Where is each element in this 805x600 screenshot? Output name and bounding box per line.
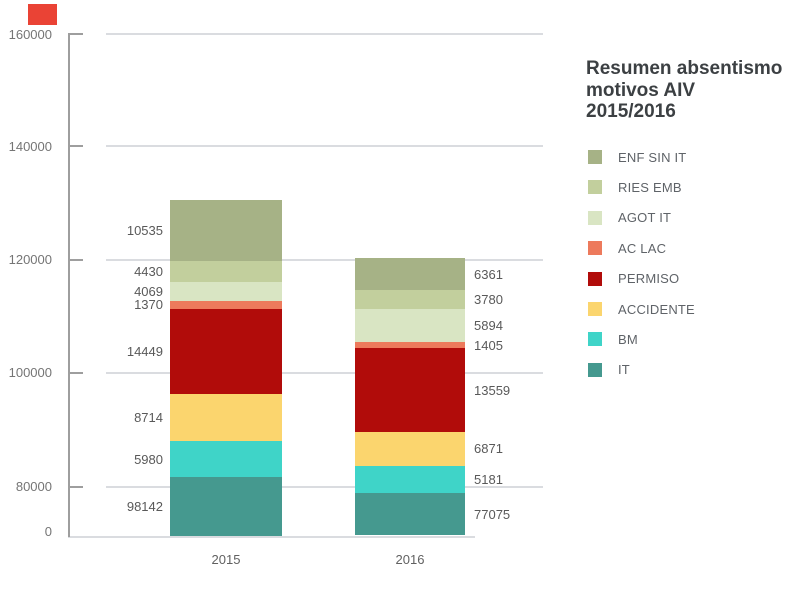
bar-segment-ries-emb-2015[interactable] <box>170 260 282 282</box>
legend-swatch <box>588 302 602 316</box>
legend-item-permiso: PERMISO <box>588 271 679 287</box>
bar-segment-permiso-2016[interactable] <box>355 348 465 432</box>
y-axis-tick <box>68 371 83 374</box>
bar-segment-enf-sin-it-2015[interactable] <box>170 199 282 261</box>
value-label: 10535 <box>126 222 163 238</box>
y-axis-label: 120000 <box>8 252 52 267</box>
legend-swatch <box>588 332 602 347</box>
x-axis-baseline <box>68 535 475 538</box>
legend-swatch <box>588 180 602 195</box>
y-gridline <box>106 33 543 35</box>
legend-label: BM <box>618 331 638 347</box>
value-label: 5894 <box>474 317 503 333</box>
x-axis-label-2016: 2016 <box>395 552 425 567</box>
y-axis-tick <box>68 145 83 147</box>
bar-segment-accidente-2015[interactable] <box>170 394 282 441</box>
chart-title: Resumen absentismo motivos AIV 2015/2016 <box>586 58 801 123</box>
legend-item-ac-lac: AC LAC <box>588 240 666 256</box>
legend-swatch <box>588 271 602 286</box>
legend-item-enf-sin-it: ENF SIN IT <box>588 149 686 165</box>
y-axis-tick <box>68 258 83 261</box>
bar-segment-enf-sin-it-2016[interactable] <box>355 258 465 290</box>
legend-swatch <box>588 150 602 164</box>
legend-swatch <box>588 362 602 377</box>
y-gridline <box>106 145 543 147</box>
y-axis-label: 0 <box>44 523 52 539</box>
value-label: 4430 <box>134 263 163 279</box>
legend-item-it: IT <box>588 362 630 378</box>
value-label: 5980 <box>134 451 163 467</box>
value-label: 6871 <box>474 441 503 457</box>
y-axis-label: 80000 <box>15 479 52 494</box>
value-label: 5181 <box>474 472 503 488</box>
legend-label: RIES EMB <box>618 179 682 195</box>
y-gridline <box>106 371 543 374</box>
y-axis-tick <box>68 485 83 488</box>
chart-title-line1: Resumen absentismo <box>586 58 783 79</box>
y-axis-line <box>68 34 70 537</box>
value-label: 98142 <box>126 498 163 514</box>
bar-segment-agot-it-2015[interactable] <box>170 281 282 301</box>
value-label: 4069 <box>134 283 163 299</box>
y-axis-label: 140000 <box>8 138 52 154</box>
legend-item-ries-emb: RIES EMB <box>588 179 682 195</box>
annotation-box <box>28 4 57 25</box>
chart-title-line3: 2015/2016 <box>586 101 676 122</box>
value-label: 6361 <box>474 266 503 282</box>
value-label: 8714 <box>134 410 163 425</box>
y-axis-label: 160000 <box>8 26 52 42</box>
bar-segment-it-2016[interactable] <box>355 493 465 536</box>
bar-segment-ac-lac-2016[interactable] <box>355 341 465 349</box>
legend-item-agot-it: AGOT IT <box>588 210 671 226</box>
legend-swatch <box>588 210 602 225</box>
bar-segment-bm-2016[interactable] <box>355 466 465 494</box>
bar-segment-permiso-2015[interactable] <box>170 308 282 394</box>
legend-label: ACCIDENTE <box>618 301 695 317</box>
value-label: 1370 <box>134 297 163 313</box>
value-label: 1405 <box>474 337 503 353</box>
legend-item-accidente: ACCIDENTE <box>588 301 695 317</box>
legend-swatch <box>588 241 602 256</box>
value-label: 13559 <box>474 382 511 398</box>
value-label: 77075 <box>474 506 511 522</box>
bar-segment-ries-emb-2016[interactable] <box>355 289 465 309</box>
value-label: 14449 <box>126 343 163 359</box>
legend-label: AC LAC <box>618 240 667 256</box>
bar-segment-bm-2015[interactable] <box>170 441 282 477</box>
legend-label: ENF SIN IT <box>618 149 687 165</box>
legend-label: PERMISO <box>618 271 680 287</box>
legend-item-bm: BM <box>588 331 638 347</box>
y-axis-label: 100000 <box>8 365 52 380</box>
legend-label: IT <box>618 362 630 378</box>
bar-segment-it-2015[interactable] <box>170 477 282 536</box>
y-gridline <box>106 258 543 261</box>
y-axis-tick <box>68 33 83 35</box>
legend-label: AGOT IT <box>618 210 672 226</box>
bar-segment-accidente-2016[interactable] <box>355 431 465 466</box>
bar-segment-agot-it-2016[interactable] <box>355 309 465 342</box>
chart-title-line2: motivos AIV <box>586 79 696 101</box>
x-axis-label-2015: 2015 <box>211 552 241 567</box>
bar-segment-ac-lac-2015[interactable] <box>170 300 282 309</box>
value-label: 3780 <box>474 291 503 307</box>
y-gridline <box>106 485 543 488</box>
